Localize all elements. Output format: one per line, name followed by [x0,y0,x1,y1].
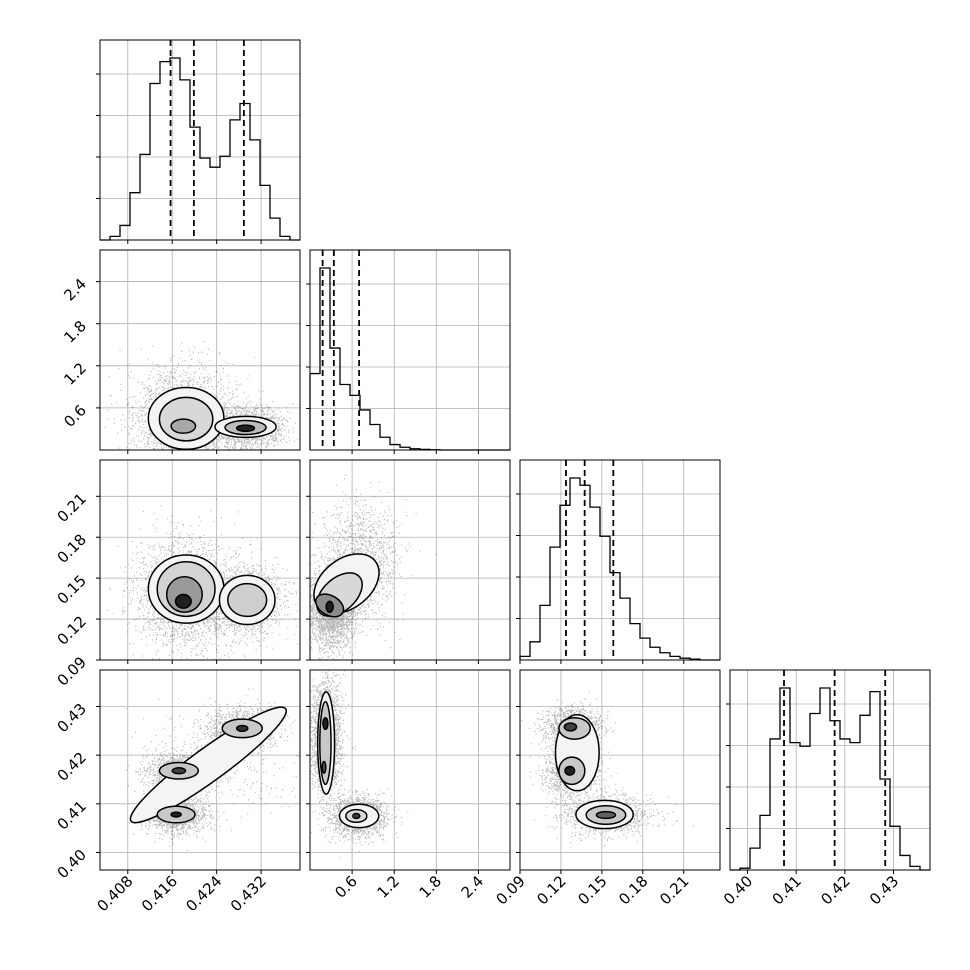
contour-level [129,706,287,824]
y-tick-label: 0.21 [54,490,90,526]
x-tick-label: 0.424 [182,872,225,915]
x-tick-label: 0.40 [720,872,756,908]
x-tick-label: 1.2 [373,872,403,902]
x-tick-label: 0.432 [227,872,270,915]
panel-frame [519,459,721,661]
histogram-panel-4 [726,669,931,874]
x-tick-label: 0.408 [94,872,137,915]
panel-frame [309,249,511,451]
y-tick-label: 0.42 [54,748,90,784]
x-tick-label: 2.4 [458,872,488,902]
y-tick-label: 0.6 [60,401,90,431]
scatter-panel-3-1 [96,459,301,664]
scatter-points [310,670,409,859]
histogram-panel-3 [516,459,721,664]
scatter-points [101,498,299,660]
histogram-steps [519,477,720,661]
y-tick-label: 0.15 [54,571,90,607]
y-tick-label: 2.4 [60,275,90,305]
x-tick-label: 0.09 [492,872,528,908]
scatter-panel-3-2 [306,459,511,664]
contour-level [227,582,268,618]
x-tick-label: 0.43 [866,872,902,908]
y-tick-label: 1.2 [60,359,90,389]
histogram-steps [100,57,300,241]
panel-frame [99,249,301,451]
y-tick-label: 0.12 [54,612,90,648]
panel-frame [99,669,301,871]
contour-level [563,722,578,732]
histogram-panel-1 [96,39,301,244]
scatter-panel-4-2 [306,669,511,874]
contour-level [235,724,249,733]
density-region [100,460,300,660]
y-tick-label: 0.18 [54,530,90,566]
panel-frame [729,669,931,871]
scatter-panel-2-1 [96,249,301,454]
x-tick-label: 0.18 [615,872,651,908]
contour-level [564,765,576,776]
density-region [310,670,510,870]
contour-level [352,812,361,820]
histogram-panel-2 [306,249,511,454]
x-tick-label: 0.21 [656,872,692,908]
density-region [100,670,300,870]
panel-frame [99,459,301,661]
y-tick-label: 1.8 [60,317,90,347]
x-tick-label: 0.12 [533,872,569,908]
contour-level [321,760,327,774]
histogram-steps [309,267,510,451]
density-region [310,460,510,660]
contour-level [322,716,329,731]
scatter-panel-4-1 [96,669,301,874]
x-tick-label: 0.15 [574,872,610,908]
y-tick-label: 0.43 [54,700,90,736]
x-tick-label: 0.42 [817,872,853,908]
density-region [100,250,300,450]
contour-level [325,600,334,614]
panel-frame [99,39,301,241]
contour-level [235,424,256,433]
histogram-steps [730,687,930,871]
contour-level [170,418,197,434]
x-tick-label: 1.8 [416,872,446,902]
density-region [520,670,720,870]
panel-frame [519,669,721,871]
panel-frame [309,459,511,661]
y-tick-label: 0.09 [54,653,90,689]
contour-level [171,767,187,775]
x-tick-label: 0.416 [138,872,181,915]
scatter-panel-4-3 [516,669,721,874]
contour-level [174,593,192,609]
x-tick-label: 0.41 [769,872,805,908]
y-tick-label: 0.41 [54,797,90,833]
panel-frame [309,669,511,871]
contour-level [170,811,182,818]
y-tick-label: 0.40 [54,846,90,882]
x-tick-label: 0.6 [331,872,361,902]
contour-level [595,810,617,820]
